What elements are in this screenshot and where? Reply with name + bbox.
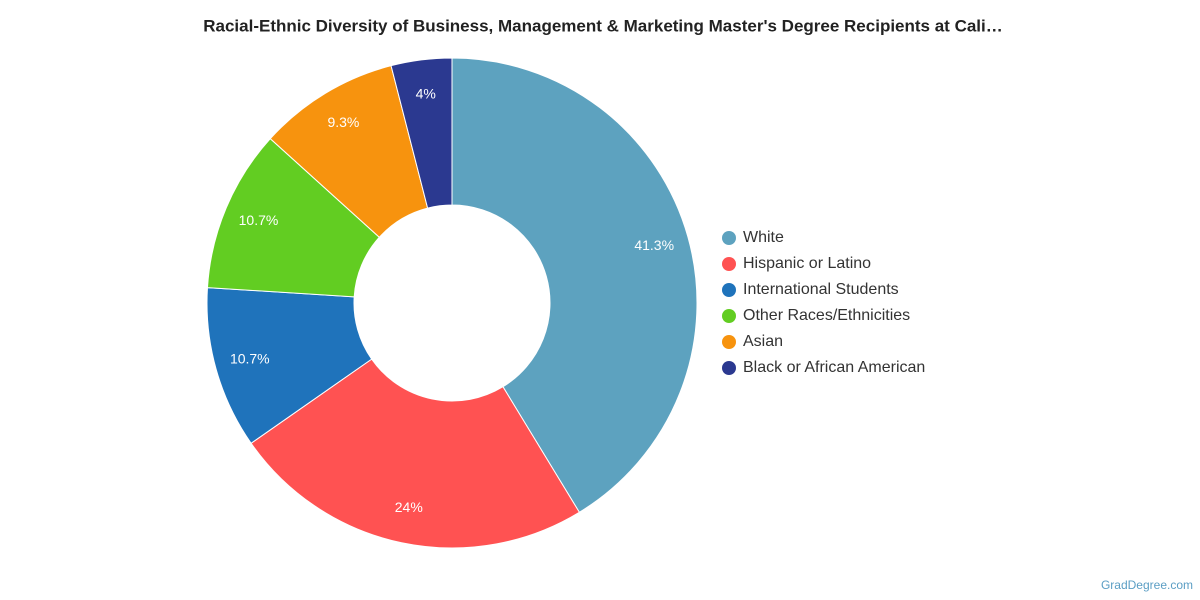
value-label: 10.7% (230, 350, 270, 366)
legend-label: Asian (743, 333, 783, 350)
slice (250, 358, 581, 549)
value-label: 9.3% (327, 114, 359, 130)
slice (206, 287, 373, 444)
slice (390, 57, 453, 209)
legend-marker (722, 257, 736, 271)
legend-label: Black or African American (743, 359, 925, 376)
legend-label: White (743, 229, 784, 246)
value-label: 24% (395, 499, 423, 515)
value-label: 4% (416, 85, 436, 101)
legend-label: International Students (743, 281, 899, 298)
legend-marker (722, 309, 736, 323)
slice (451, 57, 698, 513)
legend-marker (722, 361, 736, 375)
legend-label: Other Races/Ethnicities (743, 307, 910, 324)
value-label: 41.3% (634, 237, 674, 253)
value-label: 10.7% (239, 212, 279, 228)
chart-title: Racial-Ethnic Diversity of Business, Man… (203, 16, 1003, 35)
slice (206, 137, 381, 298)
legend-marker (722, 231, 736, 245)
legend-label: Hispanic or Latino (743, 255, 871, 272)
legend-marker (722, 283, 736, 297)
legend-marker (722, 335, 736, 349)
source: GradDegree.com (1101, 578, 1193, 592)
